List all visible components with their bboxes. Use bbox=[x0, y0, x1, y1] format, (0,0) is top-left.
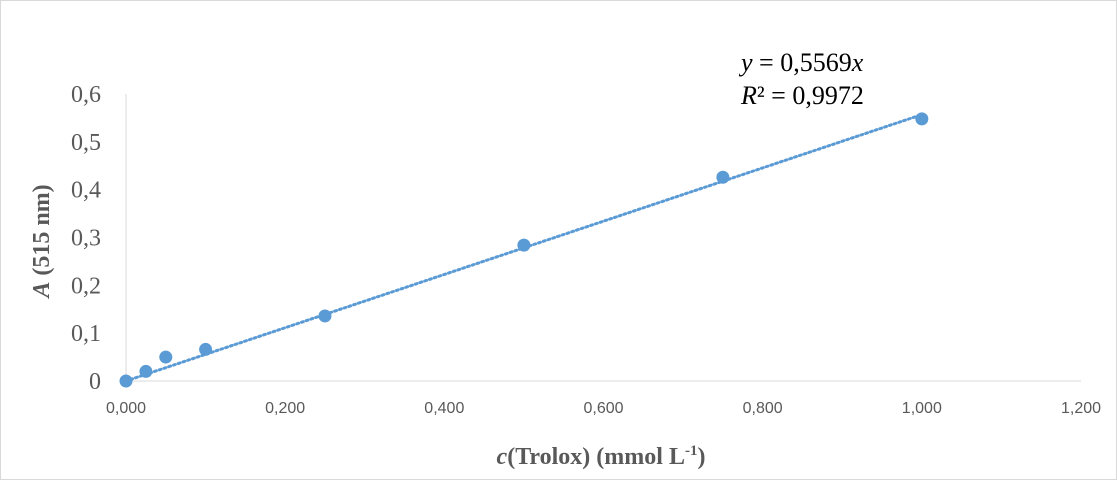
data-point bbox=[199, 342, 213, 356]
y-axis-title: A (515 nm) bbox=[29, 184, 55, 299]
y-tick-label: 0,1 bbox=[71, 321, 101, 347]
data-point bbox=[139, 364, 153, 378]
data-point bbox=[119, 374, 133, 388]
r-squared-label: R² = 0,9972 bbox=[740, 81, 864, 110]
x-tick-label: 0,200 bbox=[265, 400, 305, 417]
y-tick-label: 0,2 bbox=[71, 273, 101, 299]
x-tick-label: 0,600 bbox=[583, 400, 623, 417]
y-tick-label: 0,3 bbox=[71, 226, 101, 252]
data-point bbox=[716, 170, 730, 184]
y-tick-label: 0,4 bbox=[71, 178, 101, 204]
data-point bbox=[159, 350, 173, 364]
x-tick-label: 1,000 bbox=[902, 400, 942, 417]
x-axis-title: c(Trolox) (mmol L-1) bbox=[497, 443, 706, 470]
x-tick-label: 0,800 bbox=[743, 400, 783, 417]
y-tick-label: 0 bbox=[89, 369, 101, 395]
x-tick-label: 0,000 bbox=[106, 400, 146, 417]
x-tick-label: 0,400 bbox=[424, 400, 464, 417]
x-tick-label: 1,200 bbox=[1061, 400, 1101, 417]
data-point bbox=[517, 238, 531, 252]
data-point bbox=[318, 309, 332, 323]
data-point bbox=[915, 112, 929, 126]
y-tick-label: 0,5 bbox=[71, 130, 101, 156]
trendline-equation: y = 0,5569x bbox=[738, 48, 864, 77]
y-tick-label: 0,6 bbox=[71, 82, 101, 108]
